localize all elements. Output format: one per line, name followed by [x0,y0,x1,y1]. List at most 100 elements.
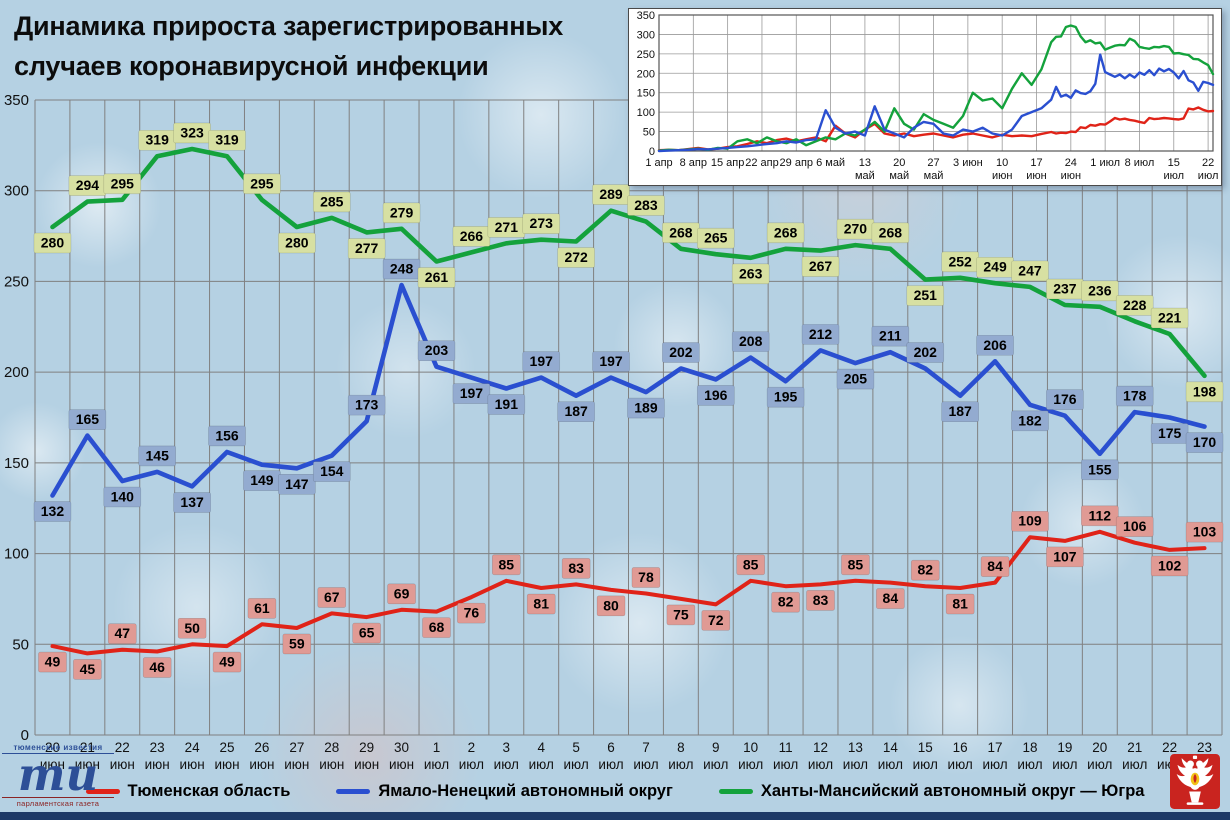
main-xtick-day: 28 [324,740,339,755]
main-xtick-day: 5 [572,740,580,755]
main-ytick: 300 [4,183,29,200]
inset-xtick: 22 апр [745,157,778,169]
svg-text:85: 85 [848,556,864,572]
inset-ytick: 350 [637,10,655,22]
svg-text:59: 59 [289,635,305,651]
main-xtick-day: 21 [80,740,95,755]
data-label: 187 [557,401,595,423]
data-label: 106 [1115,516,1154,537]
svg-text:237: 237 [1053,281,1077,297]
main-xtick-month: июн [40,757,65,772]
svg-text:203: 203 [425,342,449,358]
main-xtick-month: июл [703,757,728,772]
data-label: 81 [945,593,975,615]
series-labels-0: 49 45 47 46 50 49 61 59 67 65 69 68 76 85 81 83 80 78 75 72… [38,505,1224,680]
data-label: 61 [247,598,277,619]
inset-xtick: 8 июл [1125,157,1155,169]
legend-label: Ханты-Мансийский автономный округ — Югра [760,782,1145,800]
data-label: 187 [941,401,979,423]
inset-grid [658,14,1214,152]
data-label: 83 [806,590,835,611]
main-xtick-month: июл [1087,757,1112,772]
svg-text:289: 289 [599,186,623,202]
inset-ytick: 50 [643,127,655,139]
data-label: 84 [876,588,905,609]
main-xtick-month: июл [1017,757,1042,772]
main-xtick-month: июл [773,757,798,772]
inset-xtick: 1 апр [645,157,672,169]
bottom-bar [0,812,1230,820]
svg-text:280: 280 [41,235,65,251]
chart-title-line2: случаев коронавирусной инфекции [14,51,489,81]
main-xtick-day: 24 [185,740,201,755]
inset-series-line-2 [657,24,1215,152]
series-labels-1: 132 165 140 145 137 156 149 147 154 173 248 203 197 1… [33,258,1224,522]
main-ytick: 100 [4,546,29,563]
data-label: 78 [631,567,661,588]
main-xtick-day: 4 [537,740,545,755]
svg-text:45: 45 [80,661,96,677]
svg-text:173: 173 [355,397,379,413]
data-label: 208 [731,331,770,352]
data-label: 76 [457,602,486,624]
data-label: 267 [801,256,840,277]
publisher-logo: тюменские известия ти парламентская газе… [2,744,114,807]
data-label: 294 [68,175,107,196]
svg-text:221: 221 [1158,310,1182,326]
main-xtick-day: 16 [953,740,968,755]
main-xtick-day: 23 [1197,740,1212,755]
main-xtick-day: 9 [712,740,720,755]
main-xtick-day: 30 [394,740,409,755]
data-label: 268 [871,222,910,244]
svg-text:285: 285 [320,193,344,209]
svg-text:212: 212 [809,326,833,342]
main-xtick-month: июн [214,757,239,772]
data-label: 45 [73,659,102,680]
main-xtick-month: июн [389,757,414,772]
chart-title-line1: Динамика прироста зарегистрированных [14,11,564,41]
svg-text:82: 82 [778,594,794,610]
svg-text:197: 197 [460,385,484,401]
svg-text:295: 295 [111,175,135,191]
data-label: 211 [871,325,910,347]
data-label: 132 [33,501,72,522]
data-label: 156 [208,425,246,447]
legend-color-bar [718,789,753,794]
data-label: 49 [212,651,242,673]
svg-text:137: 137 [180,494,204,510]
legend-item-2: Ханты-Мансийский автономный округ — Югра [718,782,1145,801]
main-xtick-month: июл [1052,757,1077,772]
data-label: 103 [1185,521,1224,543]
data-label: 247 [1011,260,1049,282]
data-label: 279 [382,202,421,224]
svg-text:65: 65 [359,625,375,641]
legend-label: Ямало-Ненецкий автономный округ [378,782,673,800]
data-label: 81 [526,593,556,615]
publisher-logo-bottom-text: парламентская газета [2,796,114,808]
svg-text:279: 279 [390,204,414,220]
svg-text:268: 268 [774,224,798,240]
data-label: 319 [138,129,176,151]
main-xtick-month: июн [354,757,379,772]
data-label: 46 [142,657,172,678]
inset-xtick: 17 [1030,157,1042,169]
data-label: 202 [906,342,945,363]
svg-text:294: 294 [76,177,100,193]
inset-xtick: 1 июл [1090,157,1120,169]
data-label: 212 [801,324,840,345]
svg-text:323: 323 [180,124,204,140]
legend-label: Тюменская область [127,782,291,800]
main-xtick-day: 10 [743,740,758,755]
svg-text:102: 102 [1158,557,1182,573]
svg-text:72: 72 [708,612,724,628]
inset-ytick: 250 [637,49,655,61]
svg-text:205: 205 [844,371,868,387]
svg-text:182: 182 [1018,412,1042,428]
data-label: 285 [312,191,351,213]
svg-text:78: 78 [638,569,654,585]
svg-text:272: 272 [564,249,588,265]
inset-xtick: 15 апр [711,157,744,169]
main-xtick-day: 21 [1127,740,1142,755]
svg-text:81: 81 [952,596,968,612]
